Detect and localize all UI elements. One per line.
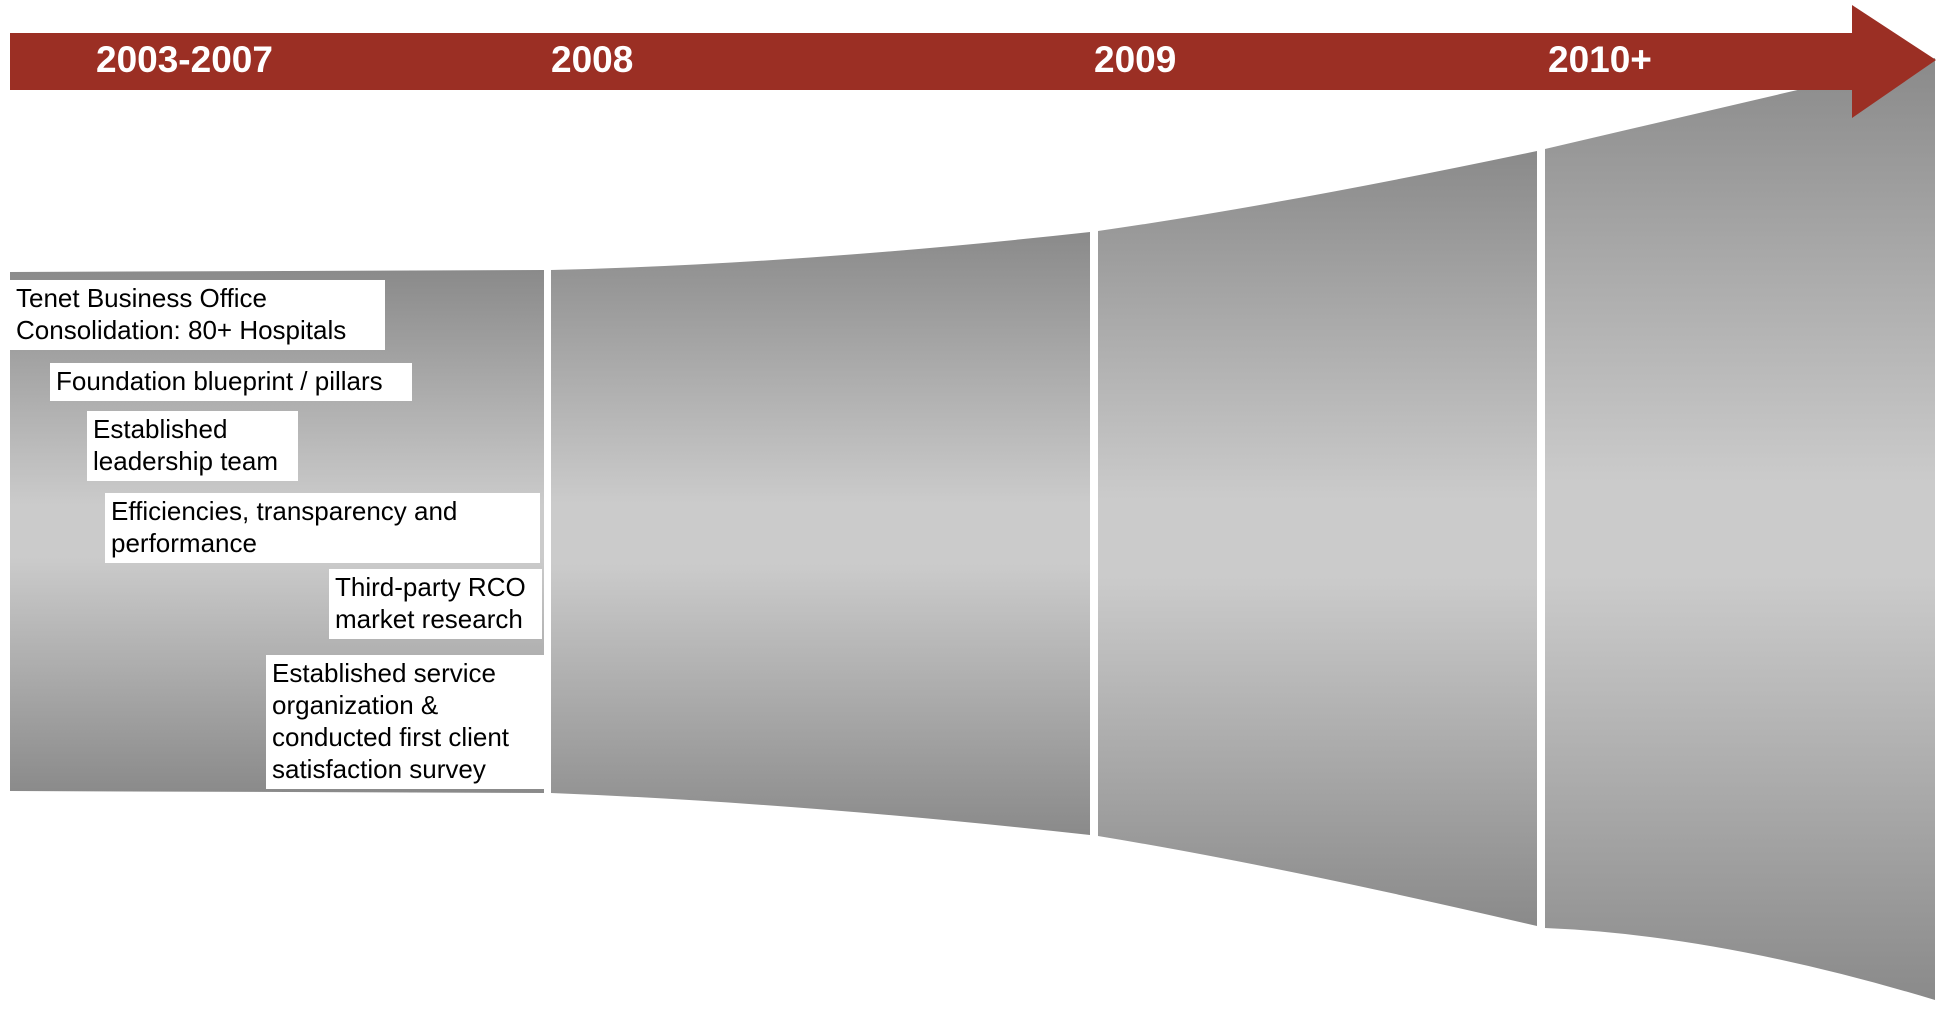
milestone-line: Established	[93, 414, 228, 444]
period-panel-2009	[1098, 151, 1537, 926]
milestone-box: Established service organization & condu…	[266, 655, 545, 789]
milestone-box: Established leadership team	[87, 411, 298, 481]
milestone-line: Tenet Business Office	[16, 283, 267, 313]
period-label-2010: 2010+	[1548, 39, 1652, 80]
milestone-line: satisfaction survey	[272, 754, 486, 784]
milestone-line: conducted first client	[272, 722, 510, 752]
milestone-line: Established service	[272, 658, 496, 688]
period-panel-2010	[1545, 58, 1935, 1000]
milestone-line: organization &	[272, 690, 439, 720]
milestone-line: leadership team	[93, 446, 278, 476]
period-label-2003-2007: 2003-2007	[96, 39, 273, 80]
milestone-box: Tenet Business Office Consolidation: 80+…	[10, 280, 385, 350]
milestone-box: Foundation blueprint / pillars	[50, 363, 412, 401]
milestone-line: performance	[111, 528, 257, 558]
milestone-line: Efficiencies, transparency and	[111, 496, 458, 526]
timeline-arrow	[10, 5, 1936, 118]
milestone-box: Third-party RCO market research	[329, 569, 542, 639]
milestone-line: Third-party RCO	[335, 572, 526, 602]
milestone-line: market research	[335, 604, 523, 634]
period-label-2009: 2009	[1094, 39, 1177, 80]
milestone-line: Foundation blueprint / pillars	[56, 366, 383, 396]
milestone-box: Efficiencies, transparency and performan…	[105, 493, 540, 563]
milestone-line: Consolidation: 80+ Hospitals	[16, 315, 347, 345]
period-label-2008: 2008	[551, 39, 634, 80]
period-panel-2008	[551, 232, 1090, 835]
